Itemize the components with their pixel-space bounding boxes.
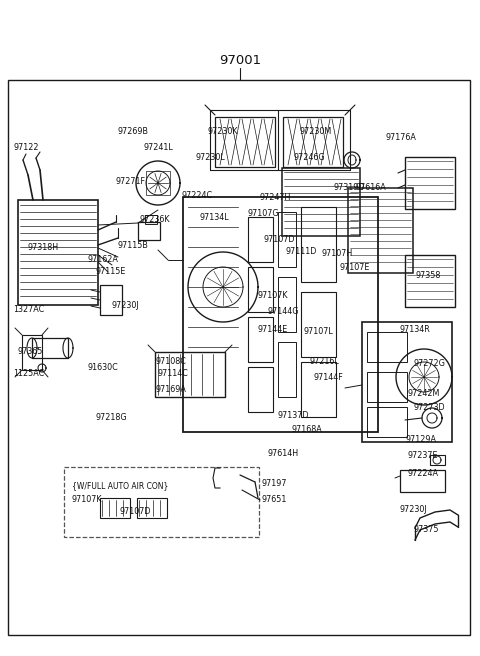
Text: 97230L: 97230L (196, 154, 226, 163)
Bar (430, 455, 445, 465)
Text: 97358: 97358 (415, 270, 440, 279)
Text: 97107H: 97107H (322, 249, 353, 258)
Bar (146, 171, 170, 195)
Bar (183, 197, 378, 432)
Text: 97197: 97197 (261, 480, 287, 489)
Text: 91630C: 91630C (87, 363, 118, 373)
Text: 97129A: 97129A (405, 436, 436, 445)
Text: 97319D: 97319D (333, 184, 364, 192)
Text: {W/FULL AUTO AIR CON}: {W/FULL AUTO AIR CON} (72, 482, 168, 491)
Text: 97107L: 97107L (303, 327, 333, 337)
Text: 97107K: 97107K (258, 291, 288, 300)
Bar (283, 117, 343, 167)
Bar (362, 322, 452, 442)
Bar (145, 215, 157, 224)
Text: 97271F: 97271F (115, 176, 145, 186)
Text: 97273D: 97273D (413, 403, 444, 413)
Bar (18, 200, 98, 305)
Text: 97001: 97001 (219, 54, 261, 66)
Text: 97224C: 97224C (182, 190, 213, 199)
Text: 97114C: 97114C (158, 369, 189, 379)
Text: 97134R: 97134R (400, 325, 431, 335)
Bar (100, 498, 130, 518)
Text: 97169A: 97169A (155, 384, 186, 394)
Text: 97236K: 97236K (140, 216, 170, 224)
Text: 97230J: 97230J (112, 300, 140, 310)
Text: 97137D: 97137D (278, 411, 310, 419)
Text: 97107D: 97107D (120, 508, 152, 516)
Text: 97134L: 97134L (200, 213, 229, 222)
Text: 97218G: 97218G (95, 413, 127, 422)
Text: 97246G: 97246G (293, 154, 324, 163)
Bar (278, 212, 296, 267)
Bar (400, 470, 445, 492)
Text: 1125AC: 1125AC (13, 369, 44, 377)
Text: 97111D: 97111D (285, 247, 316, 256)
Text: 97616A: 97616A (355, 184, 386, 192)
Bar (367, 372, 407, 402)
Text: 97107G: 97107G (248, 209, 280, 218)
Text: 97144E: 97144E (257, 325, 287, 335)
Text: 97107E: 97107E (340, 262, 371, 272)
Bar (405, 255, 455, 307)
Bar (405, 157, 455, 209)
Bar (301, 292, 336, 357)
Bar (367, 407, 407, 437)
Text: 97272G: 97272G (413, 358, 445, 367)
Text: 97176A: 97176A (385, 134, 416, 142)
Text: 97144G: 97144G (267, 308, 299, 316)
Bar (248, 217, 273, 262)
Bar (278, 277, 296, 332)
Text: 97144F: 97144F (313, 373, 343, 382)
Text: 97115B: 97115B (117, 241, 148, 249)
Text: 97230M: 97230M (300, 127, 332, 136)
Bar (248, 317, 273, 362)
Bar (64, 467, 259, 537)
Bar (248, 267, 273, 312)
Bar (155, 352, 225, 397)
Text: 1327AC: 1327AC (13, 306, 44, 314)
Text: 97365: 97365 (18, 348, 43, 356)
Text: 97375: 97375 (413, 525, 439, 535)
Text: 97237E: 97237E (408, 451, 439, 459)
Text: 97230K: 97230K (207, 127, 238, 136)
Bar (367, 332, 407, 362)
Text: 97318H: 97318H (28, 243, 59, 253)
Bar (22, 335, 42, 370)
Text: 97614H: 97614H (268, 449, 299, 457)
Bar (137, 498, 167, 518)
Bar (32, 338, 68, 358)
Bar (100, 285, 122, 315)
Bar (301, 207, 336, 282)
Text: 97216L: 97216L (310, 358, 340, 367)
Text: 97168A: 97168A (292, 426, 323, 434)
Bar (348, 188, 413, 273)
Text: 97247H: 97247H (260, 194, 291, 203)
Bar (248, 367, 273, 412)
Bar (138, 222, 160, 240)
Text: 97242M: 97242M (408, 388, 440, 398)
Text: 97230J: 97230J (400, 506, 428, 514)
Text: 97107D: 97107D (263, 236, 295, 245)
Bar (278, 342, 296, 397)
Text: 97108C: 97108C (155, 356, 186, 365)
Text: 97224A: 97224A (408, 468, 439, 478)
Text: 97122: 97122 (13, 144, 38, 152)
Bar (301, 362, 336, 417)
Bar (215, 117, 275, 167)
Text: 97107K: 97107K (72, 495, 103, 504)
Text: 97651: 97651 (262, 495, 288, 504)
Bar (282, 168, 360, 236)
Text: 97115E: 97115E (95, 268, 125, 276)
Text: 97162A: 97162A (88, 255, 119, 264)
Bar (8, 80, 470, 635)
Text: 97269B: 97269B (118, 127, 149, 136)
Text: 97241L: 97241L (144, 144, 174, 152)
